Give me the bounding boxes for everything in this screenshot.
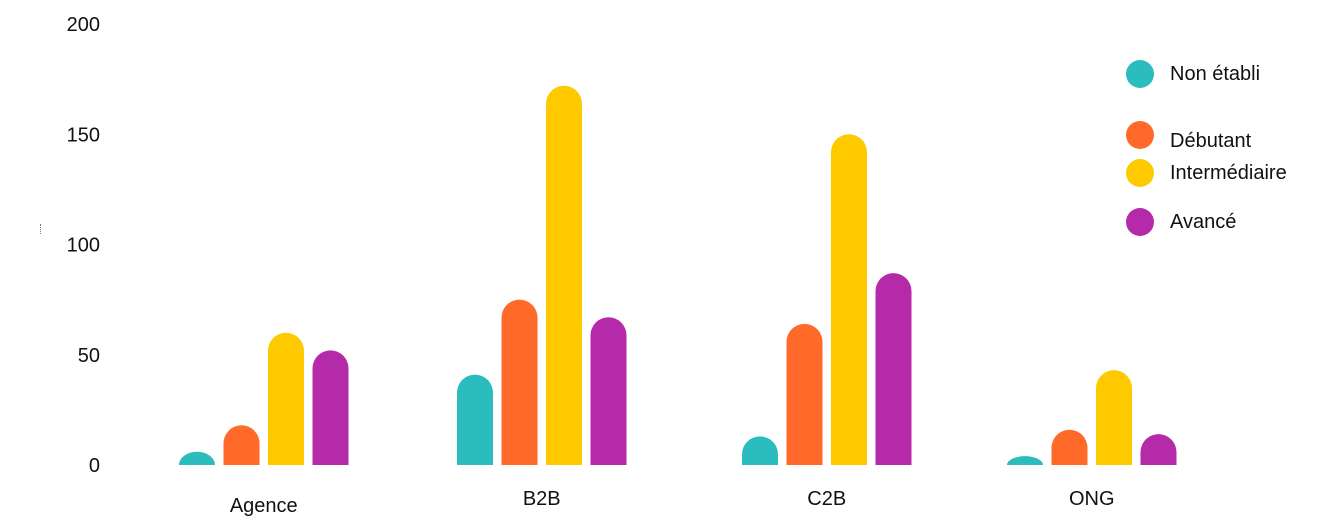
legend-item-intermediaire: Intermédiaire: [1126, 159, 1287, 187]
y-tick-label: 0: [89, 455, 100, 477]
bar-agence-3: [312, 350, 349, 465]
bar-ong-2: [1096, 370, 1132, 465]
legend-label: Intermédiaire: [1170, 161, 1287, 184]
legend-label: Non établi: [1170, 62, 1261, 85]
bar-ong-1: [1051, 429, 1088, 465]
bar-agence-1: [223, 425, 260, 465]
y-axis-ticks: 0 50 100 150 200: [67, 14, 100, 477]
legend-item-debutant: Débutant: [1126, 116, 1251, 153]
y-tick-label: 100: [67, 235, 100, 257]
legend-label: Débutant: [1170, 130, 1252, 152]
bar-c2b-0: [742, 436, 778, 465]
legend-item-non-etabli: Non établi: [1126, 60, 1260, 88]
legend-item-avance: Avancé: [1126, 208, 1236, 236]
bar-agence-0: [179, 451, 215, 465]
x-category-label: C2B: [807, 488, 846, 510]
bar-b2b-3: [590, 317, 627, 465]
y-axis-marker: [40, 224, 43, 234]
y-tick-label: 150: [67, 124, 100, 146]
legend-label: Avancé: [1170, 210, 1237, 233]
bar-ong-0: [1007, 456, 1043, 465]
x-axis-labels: Agence B2B C2B ONG: [230, 488, 1115, 517]
x-category-label: ONG: [1069, 488, 1115, 510]
y-tick-label: 50: [78, 345, 100, 367]
bar-c2b-3: [875, 273, 912, 465]
bars: [179, 85, 1177, 465]
legend-swatch: [1126, 208, 1154, 236]
x-category-label: B2B: [523, 488, 561, 510]
y-tick-label: 200: [67, 14, 100, 36]
legend-swatch: [1126, 159, 1154, 187]
x-category-label: Agence: [230, 495, 298, 517]
bar-ong-3: [1140, 434, 1177, 465]
bar-b2b-2: [546, 85, 582, 465]
bar-b2b-1: [501, 299, 538, 465]
bar-agence-2: [268, 332, 304, 465]
bar-c2b-2: [831, 134, 867, 465]
legend-swatch: [1126, 120, 1154, 149]
legend-swatch: [1126, 60, 1154, 88]
bar-b2b-0: [457, 374, 493, 465]
bar-c2b-1: [786, 323, 823, 465]
